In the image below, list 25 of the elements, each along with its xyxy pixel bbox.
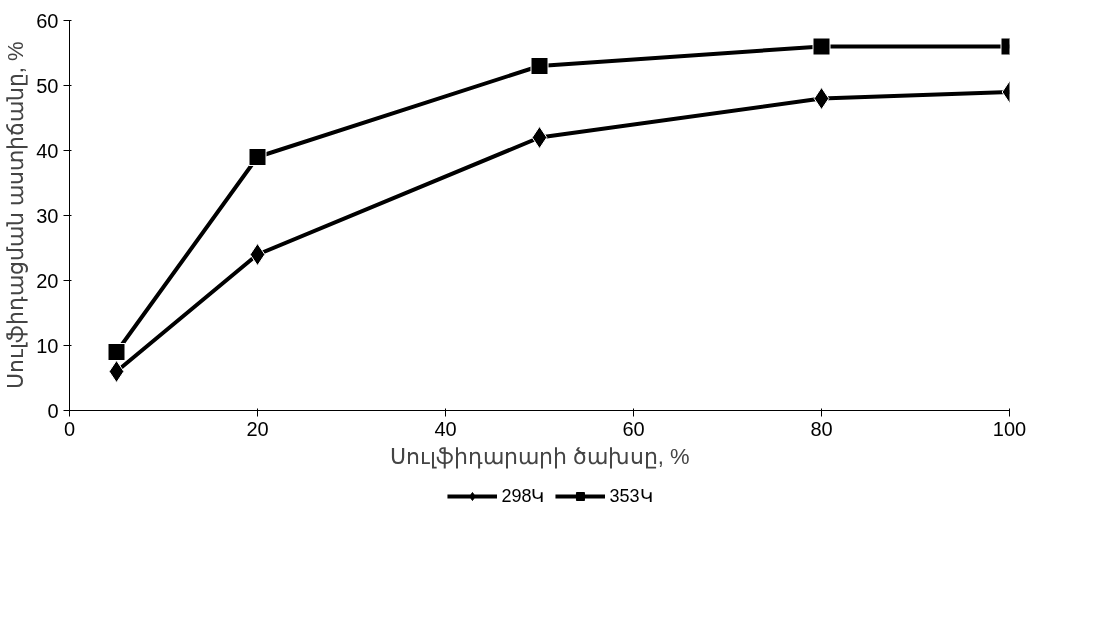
x-axis-title: Սուլֆիդարարի ծախսը, % bbox=[389, 443, 690, 469]
x-tick-label: 60 bbox=[622, 417, 645, 440]
y-tick-label: 0 bbox=[47, 399, 59, 422]
x-tick-label: 80 bbox=[810, 417, 833, 440]
point bbox=[249, 243, 266, 266]
y-tick-label: 50 bbox=[36, 74, 59, 97]
x-tick-label: 0 bbox=[63, 417, 76, 440]
y-tick-label: 60 bbox=[36, 9, 59, 32]
y-tick-label: 10 bbox=[36, 334, 59, 357]
y-axis-title: Սուլֆիդացման աստիճանը, % bbox=[3, 41, 29, 390]
y-tick-label: 30 bbox=[36, 204, 59, 227]
y-tick-label: 40 bbox=[36, 139, 59, 162]
x-tick-label: 20 bbox=[246, 417, 269, 440]
y-tick-label: 20 bbox=[36, 269, 59, 292]
point bbox=[531, 126, 548, 149]
point bbox=[813, 87, 830, 110]
point bbox=[108, 360, 125, 383]
legend-label: 298Կ bbox=[501, 485, 545, 507]
x-tick-label: 40 bbox=[434, 417, 457, 440]
point bbox=[107, 343, 126, 361]
point bbox=[812, 37, 831, 56]
point bbox=[530, 57, 549, 75]
legend-label: 353Կ bbox=[609, 485, 653, 507]
point bbox=[248, 148, 267, 166]
x-tick-label: 100 bbox=[992, 417, 1027, 440]
